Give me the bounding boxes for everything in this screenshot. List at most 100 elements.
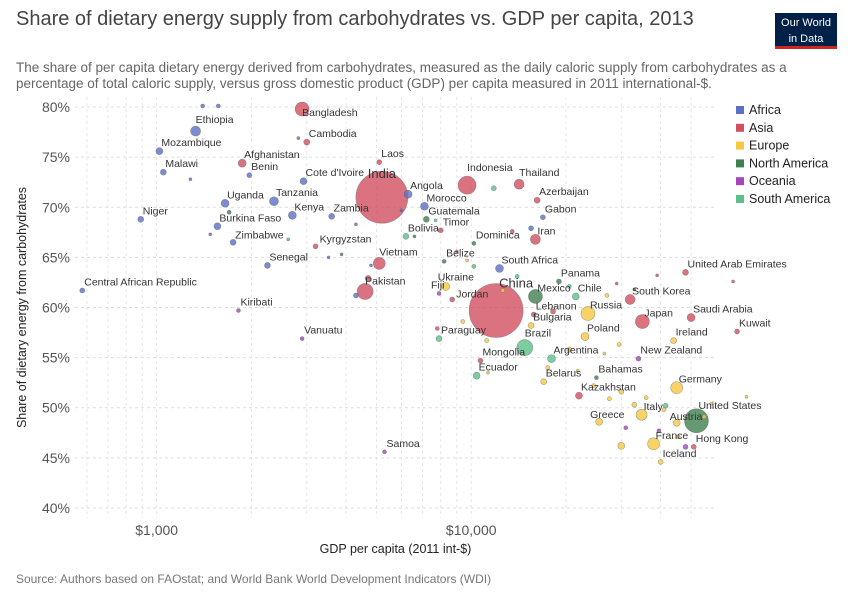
data-point[interactable]: [682, 269, 689, 276]
data-point[interactable]: [566, 284, 572, 289]
data-point[interactable]: [550, 308, 556, 315]
data-point[interactable]: [672, 418, 681, 427]
data-point[interactable]: [436, 291, 442, 296]
data-point[interactable]: [686, 313, 696, 322]
data-point[interactable]: [540, 378, 548, 385]
data-point[interactable]: [731, 279, 735, 284]
data-point[interactable]: [137, 215, 145, 223]
data-point[interactable]: [441, 282, 451, 291]
data-point[interactable]: [690, 444, 697, 450]
data-point[interactable]: [382, 449, 387, 455]
data-point[interactable]: [528, 225, 534, 232]
data-point[interactable]: [229, 239, 237, 246]
data-point[interactable]: [701, 414, 707, 420]
legend-item-label[interactable]: North America: [749, 156, 828, 170]
data-point[interactable]: [657, 459, 664, 465]
data-point[interactable]: [623, 425, 629, 431]
data-point[interactable]: [656, 428, 662, 434]
data-point[interactable]: [364, 275, 372, 282]
data-point[interactable]: [356, 283, 374, 300]
legend-item-label[interactable]: Oceania: [749, 174, 796, 188]
data-point[interactable]: [647, 437, 660, 451]
data-point[interactable]: [465, 258, 469, 263]
data-point[interactable]: [530, 311, 537, 318]
data-point[interactable]: [328, 212, 335, 220]
data-point[interactable]: [643, 395, 649, 401]
data-point[interactable]: [607, 396, 612, 402]
data-point[interactable]: [208, 232, 213, 237]
data-point[interactable]: [288, 210, 297, 220]
data-point[interactable]: [477, 357, 484, 364]
data-point[interactable]: [614, 281, 619, 286]
data-point[interactable]: [79, 287, 86, 294]
data-point[interactable]: [399, 208, 404, 213]
data-point[interactable]: [226, 209, 232, 215]
data-point[interactable]: [670, 337, 677, 344]
data-point[interactable]: [423, 215, 430, 223]
data-point[interactable]: [556, 278, 562, 285]
data-point[interactable]: [372, 257, 386, 270]
data-point[interactable]: [545, 365, 550, 370]
data-point[interactable]: [354, 222, 358, 227]
data-point[interactable]: [624, 294, 636, 305]
data-point[interactable]: [486, 370, 490, 375]
legend-item-label[interactable]: South America: [749, 192, 830, 206]
data-point[interactable]: [269, 196, 279, 207]
data-point[interactable]: [449, 296, 456, 303]
our-world-in-data-logo[interactable]: Our World in Data: [775, 13, 837, 49]
data-point[interactable]: [472, 371, 481, 380]
data-point[interactable]: [516, 339, 534, 356]
data-point[interactable]: [547, 354, 556, 363]
legend-item-label[interactable]: Europe: [749, 139, 789, 153]
data-point[interactable]: [604, 293, 610, 298]
data-point[interactable]: [484, 338, 490, 343]
data-point[interactable]: [353, 292, 359, 299]
data-point[interactable]: [594, 375, 599, 380]
data-point[interactable]: [580, 306, 596, 321]
data-point[interactable]: [670, 381, 683, 394]
data-point[interactable]: [540, 214, 546, 221]
data-point[interactable]: [580, 332, 590, 341]
data-point[interactable]: [635, 408, 648, 421]
data-point[interactable]: [530, 234, 541, 245]
data-point[interactable]: [215, 103, 221, 109]
data-point[interactable]: [602, 351, 607, 356]
data-point[interactable]: [435, 335, 443, 342]
data-point[interactable]: [236, 308, 241, 313]
data-point[interactable]: [566, 346, 573, 353]
data-point[interactable]: [655, 273, 659, 278]
data-point[interactable]: [460, 319, 466, 324]
data-point[interactable]: [237, 158, 247, 168]
data-point[interactable]: [457, 175, 477, 195]
data-point[interactable]: [376, 159, 383, 165]
data-point[interactable]: [514, 274, 520, 279]
data-point[interactable]: [303, 138, 311, 146]
data-point[interactable]: [434, 326, 440, 331]
data-point[interactable]: [246, 172, 253, 178]
data-point[interactable]: [312, 243, 319, 250]
data-point[interactable]: [744, 394, 749, 399]
data-point[interactable]: [527, 322, 535, 329]
data-point[interactable]: [635, 314, 650, 329]
data-point[interactable]: [509, 229, 515, 234]
data-point[interactable]: [575, 368, 580, 373]
data-point[interactable]: [188, 177, 193, 181]
data-point[interactable]: [213, 222, 222, 231]
data-point[interactable]: [709, 401, 714, 406]
data-point[interactable]: [617, 442, 626, 450]
data-point[interactable]: [403, 189, 413, 199]
data-point[interactable]: [682, 444, 689, 450]
data-point[interactable]: [296, 136, 301, 140]
data-point[interactable]: [591, 383, 596, 388]
data-point[interactable]: [200, 103, 205, 109]
data-point[interactable]: [635, 355, 642, 362]
data-point[interactable]: [437, 227, 444, 234]
data-point[interactable]: [661, 407, 667, 413]
data-point[interactable]: [455, 249, 459, 254]
data-point[interactable]: [264, 262, 271, 269]
legend-item-label[interactable]: Africa: [749, 103, 781, 117]
data-point[interactable]: [441, 259, 447, 264]
data-point[interactable]: [631, 401, 638, 408]
data-point[interactable]: [618, 388, 625, 395]
data-point[interactable]: [369, 263, 373, 268]
